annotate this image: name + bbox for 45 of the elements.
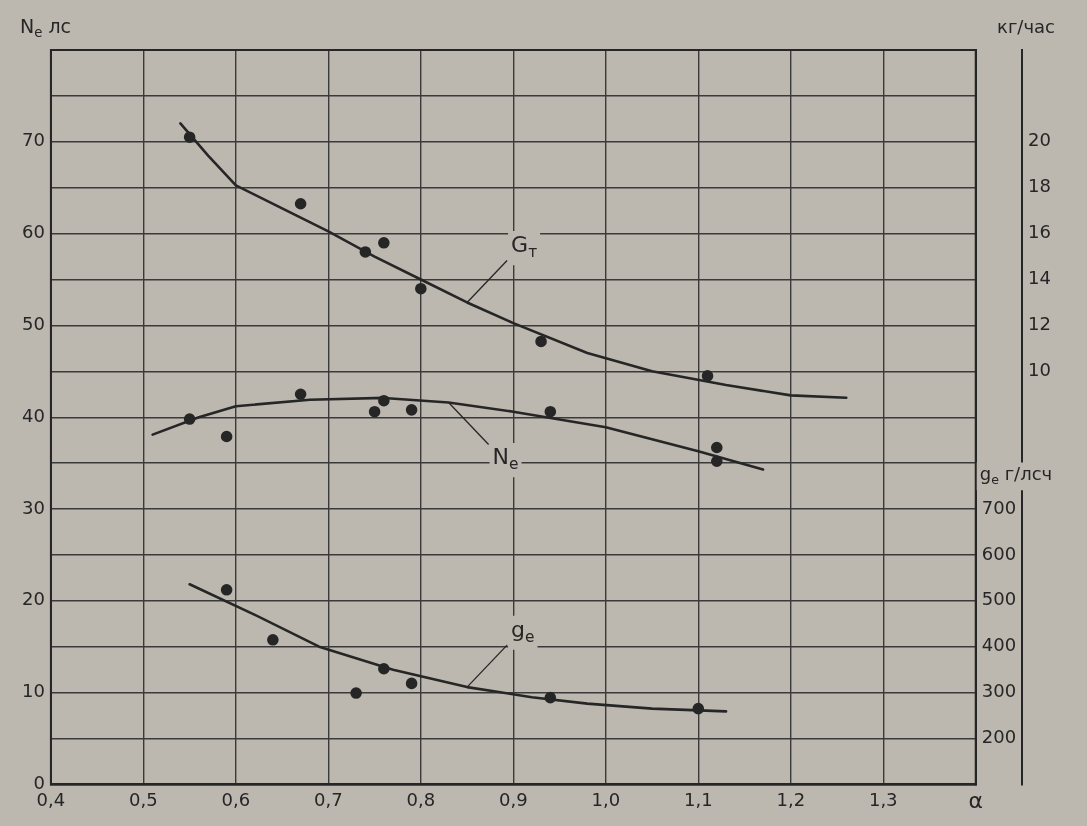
point xyxy=(267,634,279,646)
x-tick-label: 0,8 xyxy=(406,788,436,810)
y-tick-label: 70 xyxy=(22,129,45,151)
point xyxy=(710,441,723,454)
point xyxy=(220,583,233,596)
y-tick-label: 50 xyxy=(22,313,45,335)
x-tick-label: 1,3 xyxy=(868,788,898,810)
y3-tick-label: 400 xyxy=(981,634,1017,656)
point xyxy=(535,335,547,348)
x-axis-title: α xyxy=(968,788,983,814)
x-tick-label: 0,6 xyxy=(221,788,251,810)
y-tick-label: 40 xyxy=(22,404,45,426)
x-tick-label: 1,1 xyxy=(683,788,713,810)
y3-tick-label: 500 xyxy=(981,588,1017,610)
x-tick-label: 0,9 xyxy=(499,788,528,810)
point xyxy=(405,404,418,416)
y3-tick-label: 700 xyxy=(981,496,1017,518)
point xyxy=(294,388,307,401)
point xyxy=(368,405,381,418)
y-tick-label: 30 xyxy=(22,496,45,518)
point xyxy=(294,197,307,210)
x-tick-label: 1,0 xyxy=(591,788,621,810)
y2-axis-title: кг/час xyxy=(997,15,1056,37)
point xyxy=(220,430,233,443)
y2-tick-label: 10 xyxy=(1028,358,1051,380)
y3-tick-label: 300 xyxy=(981,680,1017,702)
x-tick-label: 1,2 xyxy=(776,788,806,810)
y2-tick-label: 12 xyxy=(1028,313,1051,335)
x-tick-label: 0,5 xyxy=(129,788,158,810)
y2-tick-label: 20 xyxy=(1028,129,1051,151)
point xyxy=(350,687,362,699)
y-tick-label: 10 xyxy=(22,680,45,702)
y2-tick-label: 14 xyxy=(1028,267,1051,289)
y3-tick-label: 600 xyxy=(981,542,1017,564)
point xyxy=(415,282,427,295)
point xyxy=(405,677,418,690)
point xyxy=(544,405,557,418)
y2-tick-label: 16 xyxy=(1028,221,1051,243)
point xyxy=(378,236,390,249)
y-tick-label: 20 xyxy=(22,588,45,610)
y3-tick-label: 200 xyxy=(981,726,1017,748)
x-tick-label: 0,7 xyxy=(314,788,343,810)
point xyxy=(701,370,714,382)
y-tick-label: 60 xyxy=(22,221,45,243)
y2-tick-label: 18 xyxy=(1028,175,1051,197)
